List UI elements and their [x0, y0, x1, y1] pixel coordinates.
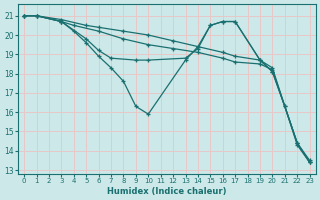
X-axis label: Humidex (Indice chaleur): Humidex (Indice chaleur): [107, 187, 227, 196]
